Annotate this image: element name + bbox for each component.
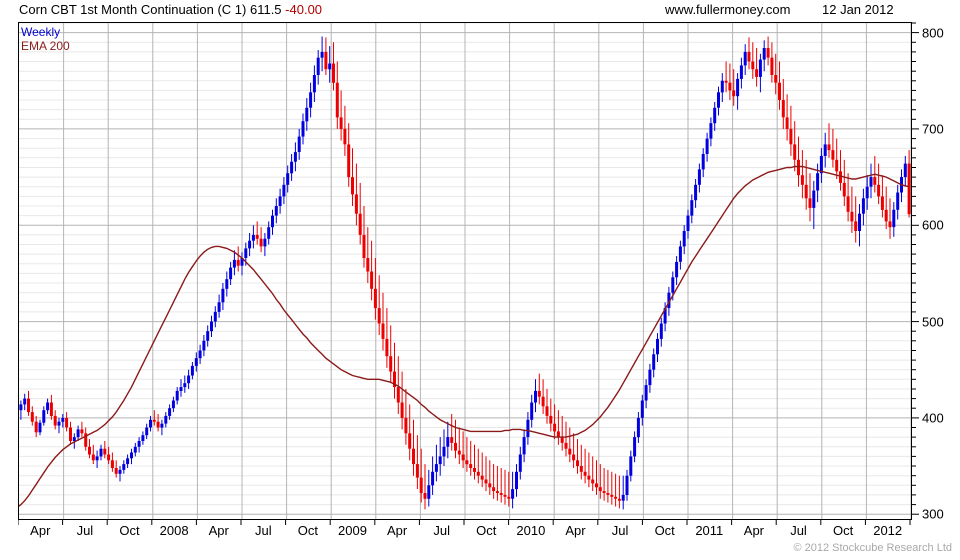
y-axis-ticks bbox=[912, 22, 919, 515]
legend-item-weekly: Weekly bbox=[21, 25, 61, 39]
x-axis-tick-label: Oct bbox=[832, 523, 854, 538]
y-axis-tick-label: 300 bbox=[922, 506, 944, 522]
x-axis-tick-label: Oct bbox=[119, 523, 140, 538]
x-axis-tick-label: Jul bbox=[790, 523, 807, 538]
x-axis-tick-label: 2008 bbox=[159, 523, 189, 538]
gridlines bbox=[19, 23, 911, 519]
instrument-title: Corn CBT 1st Month Continuation (C 1) 61… bbox=[19, 2, 322, 17]
instrument-title-text: Corn CBT 1st Month Continuation (C 1) 61… bbox=[19, 2, 282, 17]
plot-inner bbox=[19, 23, 911, 519]
x-axis-tick-label: Apr bbox=[565, 523, 586, 538]
x-axis-tick-label: Apr bbox=[743, 523, 765, 538]
x-axis-tick-label: Apr bbox=[30, 523, 51, 538]
y-axis-tick-label: 400 bbox=[922, 410, 944, 426]
x-axis-tick-label: Oct bbox=[476, 523, 497, 538]
copyright-footer: © 2012 Stockcube Research Ltd bbox=[793, 542, 952, 554]
x-axis-tick-label: Oct bbox=[654, 523, 675, 538]
price-series bbox=[19, 36, 911, 510]
x-axis-tick-label: Jul bbox=[611, 523, 629, 538]
chart-legend: Weekly EMA 200 bbox=[21, 25, 70, 53]
x-axis-labels: Apr Jul Oct 2008 Apr Jul Oct 2009 Apr Jul Oct 2010 A… bbox=[0, 523, 960, 543]
x-axis-tick-label: 2012 bbox=[873, 523, 903, 538]
website-label: www.fullermoney.com bbox=[665, 2, 791, 17]
plot-area[interactable] bbox=[18, 22, 912, 520]
y-axis-tick-label: 700 bbox=[922, 121, 944, 137]
x-axis-tick-label: Oct bbox=[297, 523, 319, 538]
y-axis-tick-label: 800 bbox=[922, 25, 944, 41]
x-axis-tick-label: Jul bbox=[254, 523, 272, 538]
x-axis-tick-label: Jul bbox=[433, 523, 450, 538]
y-axis-tick-label: 500 bbox=[922, 314, 944, 330]
x-axis-tick-label: Apr bbox=[386, 523, 408, 538]
x-axis-tick-label: Apr bbox=[208, 523, 229, 538]
chart-header: Corn CBT 1st Month Continuation (C 1) 61… bbox=[0, 0, 960, 20]
x-axis-ticks bbox=[18, 520, 911, 525]
legend-item-ema200: EMA 200 bbox=[21, 39, 70, 53]
y-axis-labels: 300 400 500 600 700 800 bbox=[916, 0, 960, 560]
x-axis-tick-label: 2011 bbox=[695, 523, 724, 538]
x-axis-tick-label: 2009 bbox=[338, 523, 367, 538]
x-axis-tick-label: 2010 bbox=[516, 523, 546, 538]
price-change: -40.00 bbox=[285, 2, 323, 17]
chart-date: 12 Jan 2012 bbox=[822, 2, 894, 17]
y-axis-tick-label: 600 bbox=[922, 217, 944, 233]
x-axis-tick-label: Jul bbox=[76, 523, 94, 538]
